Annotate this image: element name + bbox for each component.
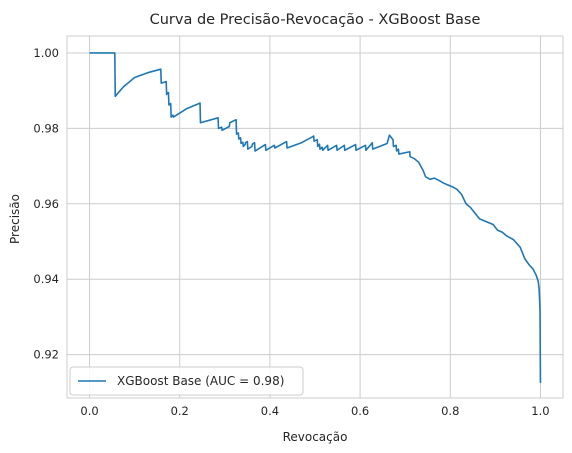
y-axis-label: Precisão — [8, 194, 22, 244]
y-tick-label: 1.00 — [33, 46, 59, 60]
chart-title: Curva de Precisão-Revocação - XGBoost Ba… — [150, 12, 481, 28]
grid — [67, 36, 563, 398]
y-tick-label: 0.98 — [33, 121, 59, 135]
x-tick-label: 0.2 — [171, 404, 189, 418]
series-layer — [89, 52, 542, 383]
x-tick-label: 1.0 — [531, 404, 549, 418]
legend-label: XGBoost Base (AUC = 0.98) — [117, 374, 284, 388]
legend-box — [69, 366, 304, 396]
legend: XGBoost Base (AUC = 0.98) — [69, 366, 304, 396]
tick-labels: 0.0 0.2 0.4 0.6 0.8 1.0 0.92 0.94 0.96 0.98 1.00 — [33, 46, 549, 418]
x-axis-label: Revocação — [283, 430, 348, 444]
x-tick-label: 0.6 — [351, 404, 369, 418]
x-tick-label: 0.0 — [80, 404, 98, 418]
x-tick-label: 0.4 — [261, 404, 279, 418]
x-tick-label: 0.8 — [441, 404, 459, 418]
plot-area — [66, 35, 564, 399]
y-tick-label: 0.96 — [33, 197, 59, 211]
y-tick-label: 0.94 — [33, 272, 59, 286]
y-tick-label: 0.92 — [33, 348, 59, 362]
series-line — [89, 52, 542, 383]
